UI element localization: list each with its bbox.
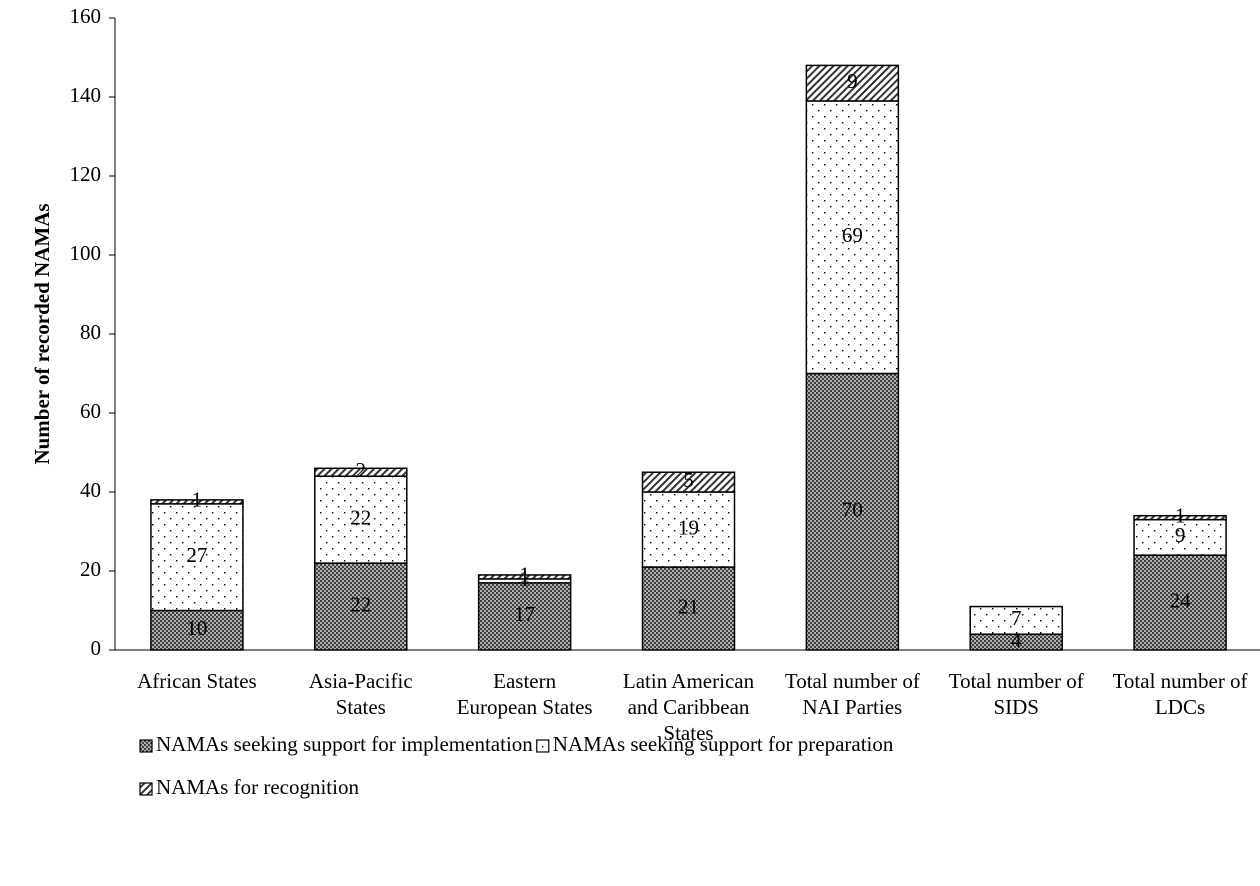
- y-tick-label: 120: [70, 162, 102, 186]
- legend-label: NAMAs seeking support for implementation: [156, 732, 533, 756]
- bar-segment: [314, 475, 408, 564]
- legend-label: NAMAs for recognition: [156, 775, 359, 799]
- y-tick-label: 20: [80, 557, 101, 581]
- y-axis-label: Number of recorded NAMAs: [30, 203, 54, 464]
- x-tick-label: Asia-Pacific States: [308, 669, 413, 719]
- bar-segment: [1133, 554, 1227, 651]
- bar-segment: [641, 491, 736, 568]
- legend-swatch: [536, 739, 550, 753]
- bar-segment: [969, 605, 1063, 635]
- data-label: 9: [1175, 523, 1186, 547]
- data-label: 17: [514, 602, 535, 626]
- data-label: 21: [678, 594, 699, 618]
- y-tick-label: 100: [70, 241, 102, 265]
- data-label: 5: [683, 468, 694, 492]
- y-tick-label: 0: [91, 636, 102, 660]
- legend-swatch: [139, 782, 153, 796]
- legend-label: NAMAs seeking support for preparation: [553, 732, 894, 756]
- y-tick-label: 60: [80, 399, 101, 423]
- y-tick-label: 160: [70, 4, 102, 28]
- data-label: 2: [356, 458, 367, 482]
- bar-segment: [641, 471, 736, 493]
- x-tick-label: African States: [137, 669, 257, 693]
- data-label: 10: [186, 616, 207, 640]
- bar-segment: [805, 64, 900, 102]
- x-tick-label: Total number of LDCs: [1112, 669, 1248, 719]
- bar-segment: [477, 582, 572, 651]
- data-label: 7: [1011, 606, 1022, 630]
- bar-segment: [150, 609, 244, 651]
- y-tick-label: 40: [80, 478, 101, 502]
- bar-segment: [477, 574, 572, 580]
- data-label: 9: [847, 69, 858, 93]
- data-label: 27: [186, 543, 207, 567]
- y-tick-label: 140: [70, 83, 102, 107]
- data-label: 1: [519, 563, 530, 587]
- x-tick-label: Total number of SIDS: [948, 669, 1084, 719]
- data-label: 1: [192, 488, 203, 512]
- bar-segment: [1133, 518, 1227, 556]
- data-label: 22: [350, 592, 371, 616]
- bar-segment: [805, 372, 900, 651]
- data-label: 22: [350, 505, 371, 529]
- data-label: 24: [1170, 588, 1192, 612]
- data-label: 4: [1011, 628, 1022, 652]
- bar-segment: [150, 503, 244, 612]
- data-label: 19: [678, 515, 699, 539]
- x-tick-label: Eastern European States: [456, 669, 593, 719]
- data-label: 69: [842, 223, 863, 247]
- x-tick-label: Total number of NAI Parties: [784, 669, 920, 719]
- bar-segment: [150, 499, 244, 505]
- bar-segment: [805, 100, 900, 375]
- bar-segment: [641, 566, 736, 651]
- legend-swatch: [139, 739, 153, 753]
- y-tick-label: 80: [80, 320, 101, 344]
- bar-segment: [314, 562, 408, 651]
- data-label: 1: [1175, 503, 1186, 527]
- bar-segment: [314, 467, 408, 477]
- bar-segment: [1133, 514, 1227, 521]
- x-tick-label: Latin American and Caribbean States: [622, 669, 755, 745]
- data-label: 70: [842, 498, 863, 522]
